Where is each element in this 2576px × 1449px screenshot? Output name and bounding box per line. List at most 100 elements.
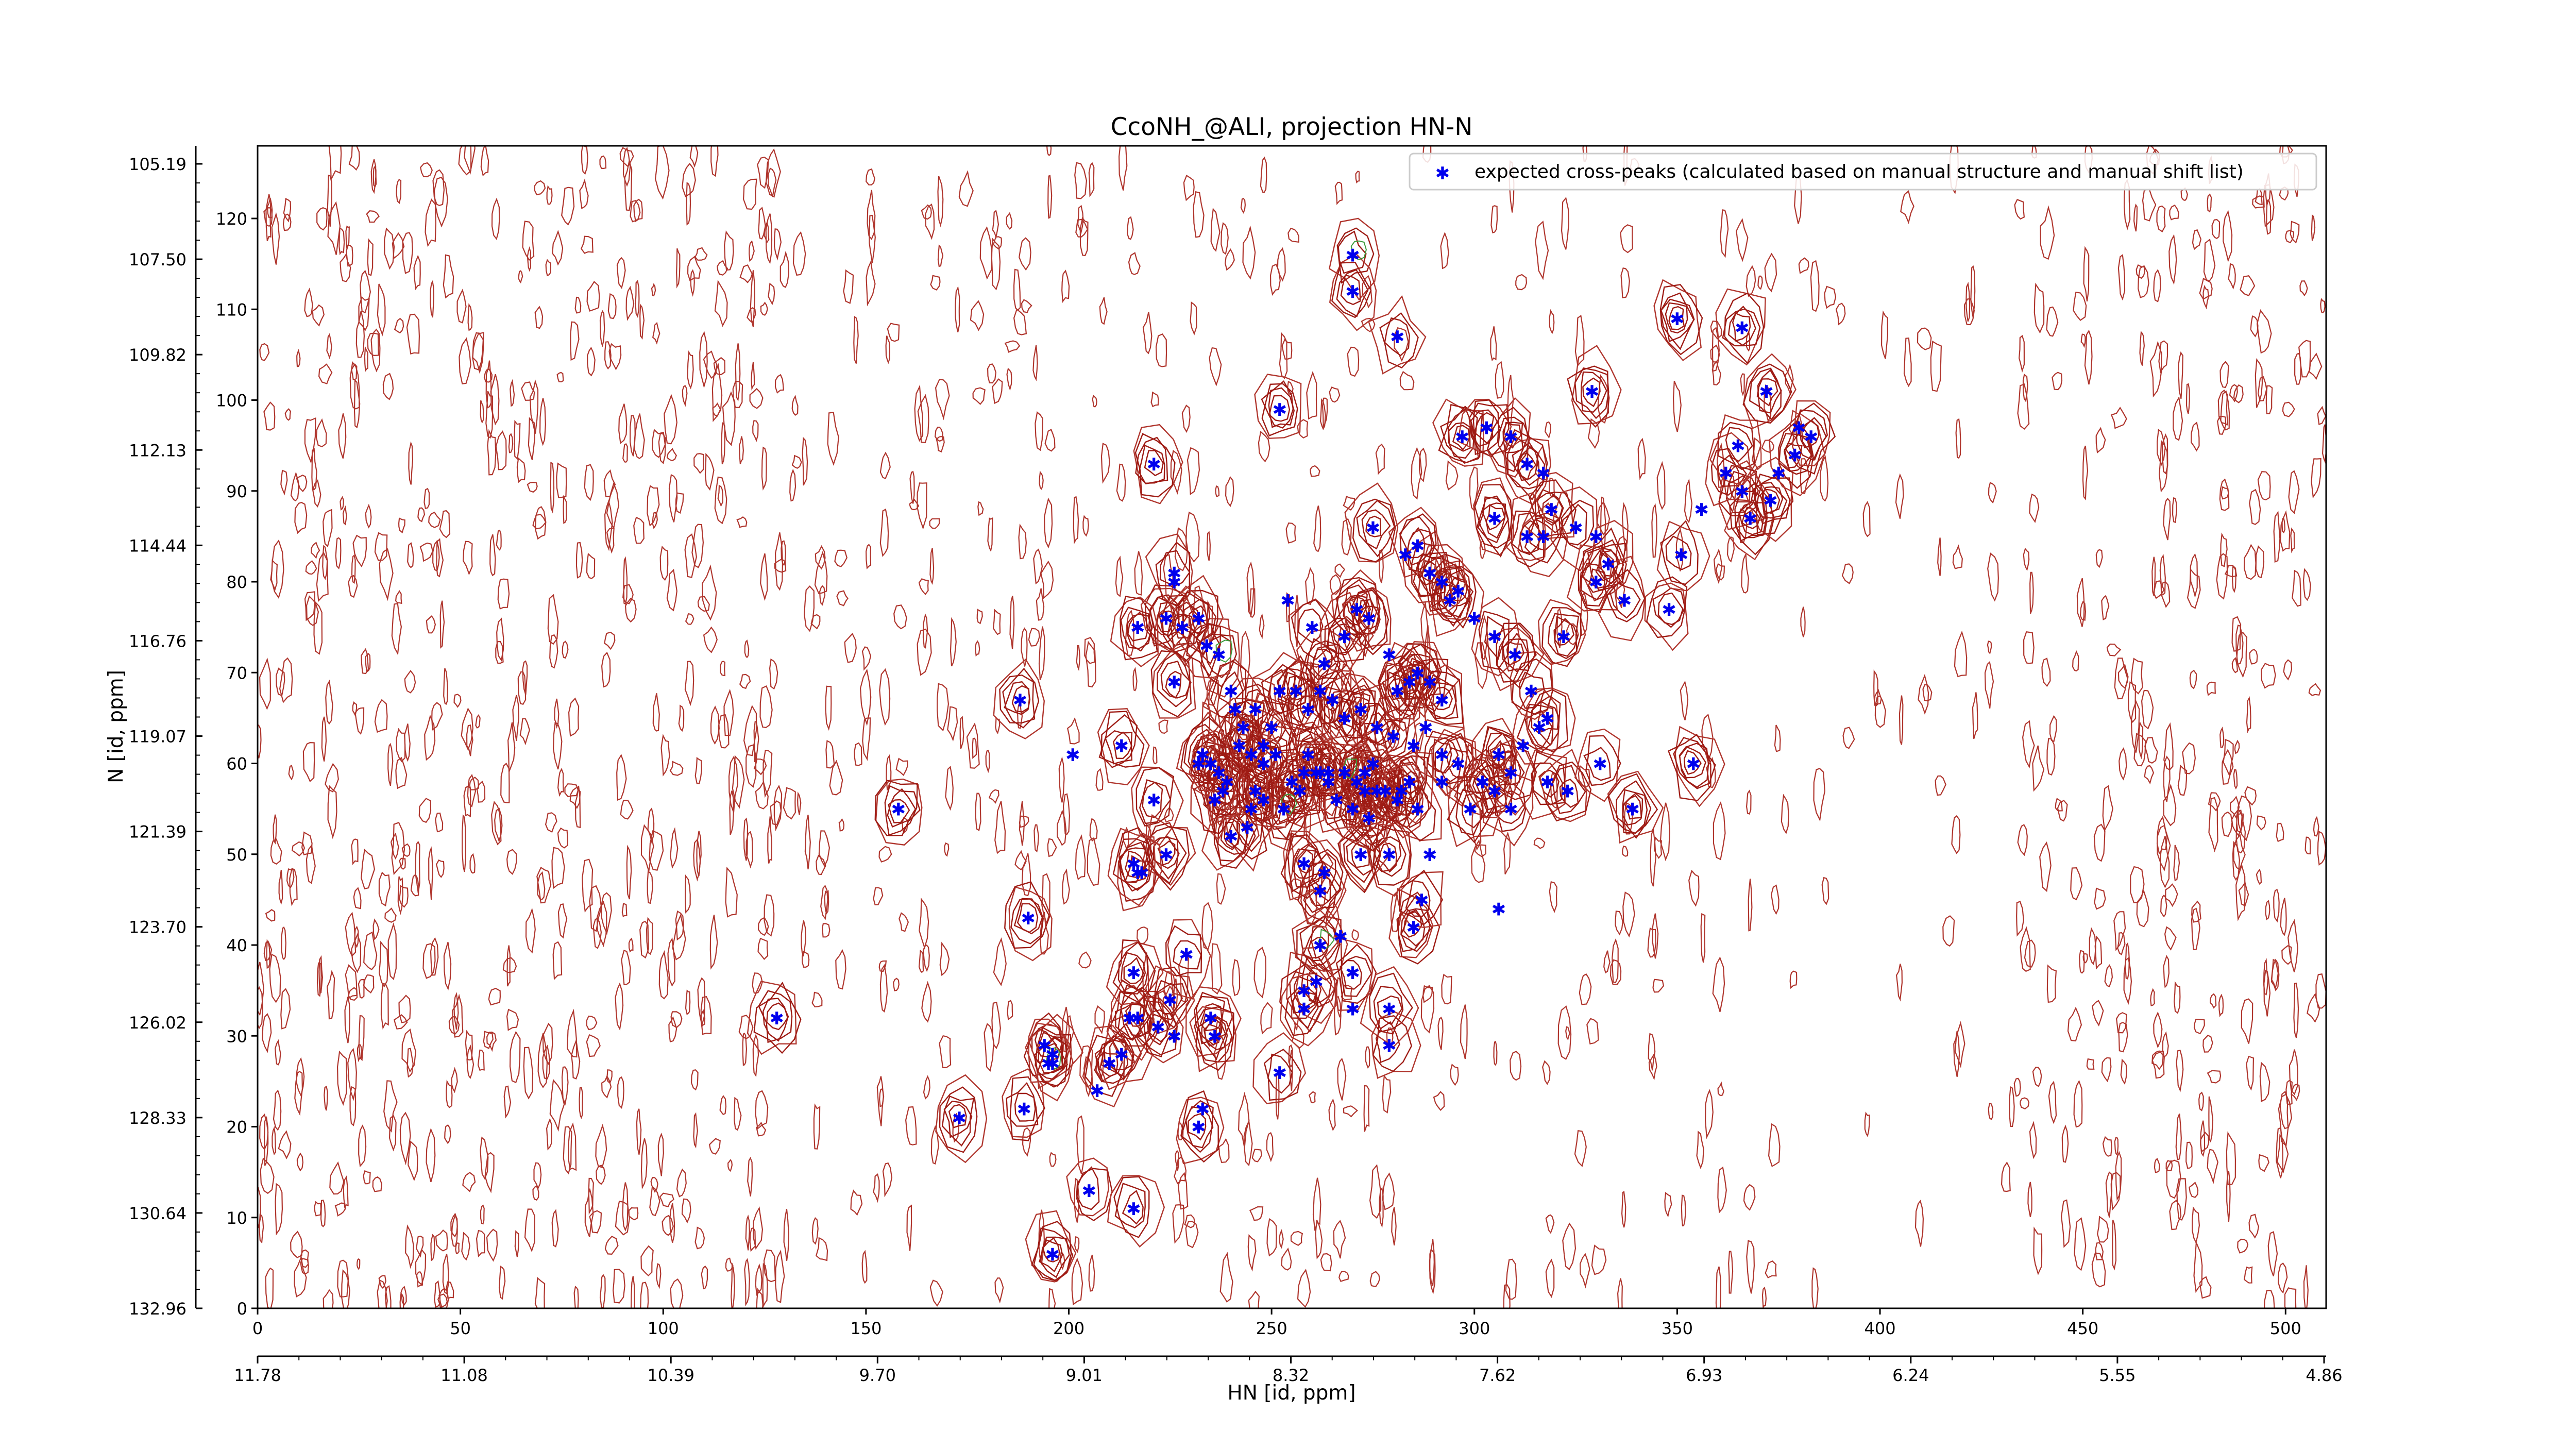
noise-contour — [2235, 810, 2246, 854]
noise-contour — [286, 868, 295, 888]
noise-contour — [1334, 563, 1346, 578]
noise-contour — [542, 1044, 550, 1080]
noise-contour — [1329, 386, 1341, 403]
noise-contour — [1333, 1220, 1346, 1259]
noise-contour — [935, 379, 950, 420]
noise-contour — [1190, 301, 1197, 335]
noise-contour — [1310, 465, 1320, 477]
noise-contour — [459, 337, 471, 385]
noise-contour — [311, 542, 320, 559]
noise-contour — [1681, 1194, 1686, 1226]
peak-contour — [1387, 749, 1426, 809]
peak-contour — [1400, 909, 1426, 947]
cross-peak-marker: ✱ — [1147, 790, 1162, 811]
noise-contour — [316, 962, 322, 997]
noise-contour — [791, 454, 802, 469]
noise-contour — [399, 857, 406, 870]
y-index-tick-label: 40 — [226, 936, 247, 955]
noise-contour — [2061, 1124, 2069, 1163]
noise-contour — [701, 1265, 708, 1290]
peak-contour — [758, 990, 793, 1043]
noise-contour — [1044, 429, 1056, 452]
cross-peak-marker: ✱ — [1301, 745, 1316, 766]
noise-contour — [1328, 1098, 1336, 1132]
peak-contour — [1367, 778, 1388, 802]
noise-contour — [1115, 555, 1124, 597]
noise-contour — [2178, 351, 2183, 399]
cross-peak-marker: ✱ — [1487, 509, 1502, 530]
x-index-tick-label: 300 — [1459, 1319, 1490, 1338]
peak-contour — [1524, 512, 1562, 564]
peak-contour — [1329, 616, 1358, 654]
noise-contour — [936, 683, 950, 732]
noise-contour — [1565, 1026, 1570, 1040]
x-axis-label: HN [id, ppm] — [1227, 1381, 1355, 1405]
noise-contour — [1745, 265, 1756, 297]
noise-contour — [2067, 1006, 2082, 1042]
noise-contour — [1375, 443, 1385, 475]
noise-contour — [599, 1274, 606, 1308]
noise-contour — [2027, 1182, 2032, 1217]
peak-contour — [1331, 261, 1372, 318]
noise-contour — [616, 754, 627, 801]
noise-contour — [1132, 667, 1138, 692]
peak-contour — [1229, 714, 1253, 747]
peak-contour — [1449, 577, 1468, 602]
peak-contour — [1357, 599, 1381, 635]
noise-contour — [519, 718, 530, 746]
peak-contour — [1293, 975, 1317, 1008]
noise-contour — [918, 578, 929, 596]
noise-contour — [579, 1087, 583, 1119]
noise-contour — [378, 1275, 386, 1289]
noise-contour — [2278, 1093, 2293, 1147]
noise-contour — [1684, 478, 1693, 524]
noise-contour — [617, 1076, 624, 1109]
peak-contour — [1566, 544, 1618, 612]
noise-contour — [537, 1033, 548, 1088]
cross-peak-marker: ✱ — [1763, 491, 1778, 511]
noise-contour — [1399, 370, 1415, 391]
cross-peak-marker: ✱ — [1731, 436, 1745, 457]
peak-contour — [1286, 675, 1302, 701]
cross-peak-marker: ✱ — [1382, 999, 1397, 1020]
peak-contour — [1173, 940, 1202, 970]
noise-contour — [2142, 189, 2157, 222]
noise-contour — [2039, 841, 2052, 892]
cross-peak-marker: ✱ — [1240, 818, 1255, 838]
peak-contour — [1042, 1237, 1060, 1263]
noise-contour — [1650, 828, 1656, 887]
peak-contour — [1717, 422, 1755, 470]
noise-contour — [1873, 669, 1878, 706]
peak-contour — [875, 778, 923, 846]
peak-contour — [1539, 748, 1587, 822]
noise-contour — [678, 704, 685, 732]
cross-peak-marker: ✱ — [1743, 509, 1758, 530]
noise-contour — [1600, 496, 1606, 552]
cross-peak-marker: ✱ — [1313, 936, 1328, 956]
peak-contour — [1326, 599, 1367, 663]
noise-contour — [773, 784, 783, 832]
noise-contour — [354, 925, 359, 949]
noise-contour — [1603, 950, 1611, 974]
cross-peak-marker: ✱ — [1593, 754, 1608, 775]
noise-contour — [1688, 869, 1700, 907]
cross-peak-marker: ✱ — [1159, 609, 1174, 630]
noise-contour — [1700, 913, 1706, 963]
peak-contour — [1145, 533, 1193, 614]
peak-contour — [1112, 827, 1154, 891]
noise-contour — [406, 313, 420, 355]
peak-contour — [1397, 666, 1421, 695]
cross-peak-marker: ✱ — [1719, 464, 1734, 484]
noise-contour — [1922, 684, 1933, 702]
cross-peak-marker: ✱ — [1114, 1045, 1129, 1066]
noise-contour — [604, 1236, 619, 1255]
noise-contour — [302, 742, 315, 783]
noise-contour — [1471, 839, 1486, 883]
peak-contour — [1199, 1003, 1223, 1032]
cross-peak-marker: ✱ — [1082, 1181, 1097, 1202]
peak-contour — [1279, 973, 1334, 1047]
noise-contour — [1004, 340, 1021, 353]
cross-peak-marker: ✱ — [1503, 800, 1518, 820]
noise-contour — [640, 824, 654, 871]
